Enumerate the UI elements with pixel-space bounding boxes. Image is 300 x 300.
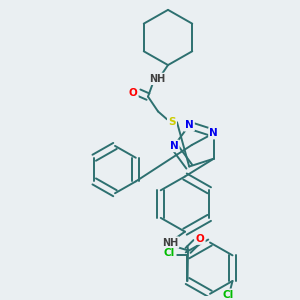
Text: N: N [169,141,178,151]
Text: O: O [129,88,137,98]
Text: Cl: Cl [223,290,234,300]
Text: O: O [196,234,204,244]
Text: NH: NH [162,238,178,248]
Text: Cl: Cl [164,248,175,258]
Text: N: N [185,120,194,130]
Text: NH: NH [149,74,165,84]
Text: S: S [168,117,176,127]
Text: N: N [209,128,218,138]
